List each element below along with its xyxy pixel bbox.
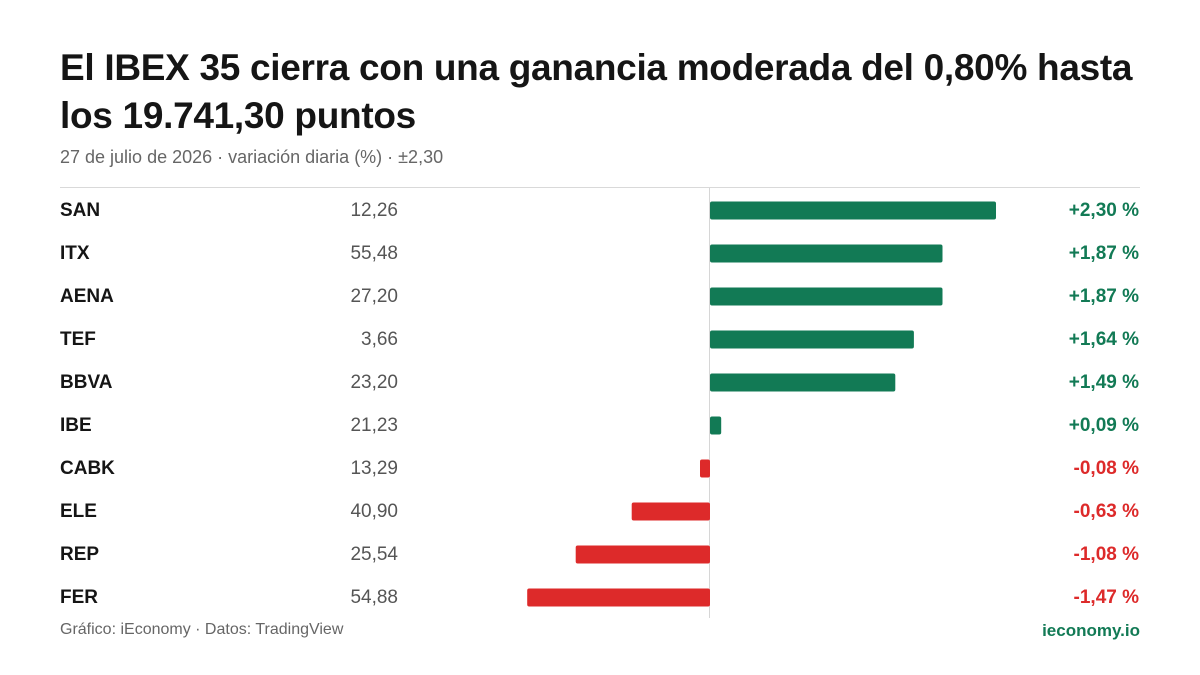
brand-link[interactable]: ieconomy.io: [1042, 621, 1140, 640]
price-label: 13,29: [350, 458, 398, 479]
ticker-label: SAN: [60, 200, 100, 221]
chart-row: REP 25,54 -1,08 %: [60, 544, 1139, 565]
ticker-label: BBVA: [60, 372, 113, 393]
bar: [710, 373, 896, 392]
value-label: -1,08 %: [1074, 544, 1140, 565]
bar: [710, 244, 943, 263]
ticker-label: TEF: [60, 329, 96, 350]
value-label: +1,64 %: [1069, 329, 1139, 350]
price-label: 55,48: [350, 243, 398, 264]
ticker-label: ELE: [60, 501, 97, 522]
bar: [710, 330, 914, 349]
source-credit: Gráfico: iEconomy · Datos: TradingView: [60, 621, 344, 638]
price-label: 3,66: [361, 329, 398, 350]
chart-row: ELE 40,90 -0,63 %: [60, 501, 1139, 522]
ticker-label: CABK: [60, 458, 115, 479]
bar: [710, 201, 996, 220]
chart-row: FER 54,88 -1,47 %: [60, 587, 1139, 608]
price-label: 40,90: [350, 501, 398, 522]
bar: [575, 545, 710, 564]
ticker-label: REP: [60, 544, 99, 565]
chart-subtitle: 27 de julio de 2026 · variación diaria (…: [60, 147, 444, 167]
price-label: 21,23: [350, 415, 398, 436]
chart-row: IBE 21,23 +0,09 %: [60, 415, 1139, 436]
price-label: 25,54: [350, 544, 398, 565]
chart-title: El IBEX 35 cierra con una ganancia moder…: [60, 47, 1133, 136]
chart-row: CABK 13,29 -0,08 %: [60, 458, 1139, 479]
ticker-label: ITX: [60, 243, 90, 264]
value-label: +0,09 %: [1069, 415, 1139, 436]
price-label: 27,20: [350, 286, 398, 307]
value-label: -1,47 %: [1074, 587, 1140, 608]
bar: [527, 588, 710, 607]
value-label: -0,08 %: [1074, 458, 1140, 479]
ticker-label: AENA: [60, 286, 114, 307]
price-label: 54,88: [350, 587, 398, 608]
chart-row: TEF 3,66 +1,64 %: [60, 329, 1139, 350]
ticker-label: FER: [60, 587, 98, 608]
price-label: 12,26: [350, 200, 398, 221]
chart-row: BBVA 23,20 +1,49 %: [60, 372, 1139, 393]
price-label: 23,20: [350, 372, 398, 393]
chart-row: ITX 55,48 +1,87 %: [60, 243, 1139, 264]
chart-row: AENA 27,20 +1,87 %: [60, 286, 1139, 307]
chart-rows: SAN 12,26 +2,30 % ITX 55,48 +1,87 % AENA 27,20 +…: [60, 200, 1139, 608]
value-label: +2,30 %: [1069, 200, 1139, 221]
value-label: -0,63 %: [1074, 501, 1140, 522]
bar: [700, 459, 710, 478]
value-label: +1,49 %: [1069, 372, 1139, 393]
ticker-label: IBE: [60, 415, 92, 436]
value-label: +1,87 %: [1069, 286, 1139, 307]
top-divider: [60, 187, 1140, 188]
bar: [710, 416, 722, 435]
bar: [631, 502, 710, 521]
value-label: +1,87 %: [1069, 243, 1139, 264]
chart-row: SAN 12,26 +2,30 %: [60, 200, 1139, 221]
bar: [710, 287, 943, 306]
